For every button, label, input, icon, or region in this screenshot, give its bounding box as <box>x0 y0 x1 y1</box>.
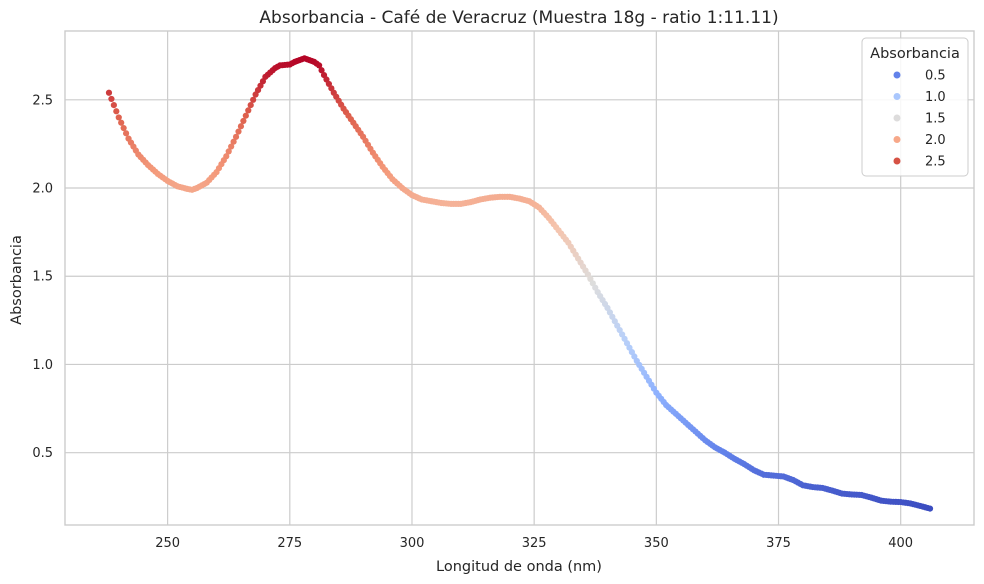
data-point <box>118 119 125 126</box>
chart-title: Absorbancia - Café de Veracruz (Muestra … <box>259 8 778 28</box>
legend-label: 1.0 <box>925 90 946 105</box>
x-axis-label: Longitud de onda (nm) <box>436 559 602 575</box>
data-point <box>245 107 252 114</box>
data-point <box>115 114 122 121</box>
legend-marker <box>893 157 901 165</box>
legend-box <box>861 37 969 177</box>
data-point <box>232 133 240 140</box>
data-point <box>120 124 127 132</box>
grid <box>65 31 974 525</box>
data-point <box>926 505 934 512</box>
data-point <box>223 153 230 160</box>
tick-labels: 250 275 300 325 350 375 400 0.5 1.0 1.5 2.0 2.5 <box>32 93 913 551</box>
y-tick-label: 1.5 <box>32 270 53 285</box>
data-point <box>316 62 323 69</box>
data-point <box>240 117 247 125</box>
data-point <box>250 96 257 103</box>
legend-label: 2.0 <box>925 133 946 148</box>
legend-entries: 0.5 1.0 1.5 2.0 2.5 <box>893 69 946 170</box>
legend-label: 2.5 <box>925 155 946 170</box>
y-tick-label: 0.5 <box>32 446 53 461</box>
x-tick-label: 275 <box>277 536 302 551</box>
legend-marker <box>893 136 901 143</box>
y-tick-label: 1.0 <box>32 358 53 373</box>
data-point <box>122 130 130 137</box>
x-tick-label: 325 <box>522 536 547 551</box>
x-tick-label: 400 <box>888 536 913 551</box>
data-point <box>113 108 120 115</box>
x-tick-label: 300 <box>400 536 425 551</box>
x-tick-label: 350 <box>644 536 669 551</box>
y-tick-label: 2.5 <box>32 93 53 108</box>
data-point <box>247 102 254 109</box>
x-tick-label: 250 <box>155 536 180 551</box>
legend-marker <box>893 93 901 100</box>
data-point <box>237 123 245 130</box>
data-points <box>105 55 934 512</box>
legend-title: Absorbancia <box>870 46 960 62</box>
legend-label: 0.5 <box>925 69 946 84</box>
y-tick-label: 2.0 <box>32 182 53 197</box>
data-point <box>225 148 232 155</box>
data-point <box>230 138 237 145</box>
data-point <box>105 89 113 96</box>
legend-marker <box>893 114 901 122</box>
data-point <box>228 143 235 150</box>
data-point <box>242 112 249 119</box>
data-point <box>318 67 325 74</box>
plot-border <box>64 30 975 526</box>
legend-marker <box>893 71 901 79</box>
data-point <box>108 95 115 103</box>
data-point <box>110 102 117 109</box>
x-tick-label: 375 <box>766 536 791 551</box>
plot-frame <box>64 30 975 526</box>
data-point <box>235 128 242 135</box>
legend-label: 1.5 <box>925 112 946 127</box>
y-axis-label: Absorbancia <box>9 235 25 325</box>
legend: Absorbancia 0.5 1.0 1.5 2.0 2.5 <box>861 37 969 177</box>
